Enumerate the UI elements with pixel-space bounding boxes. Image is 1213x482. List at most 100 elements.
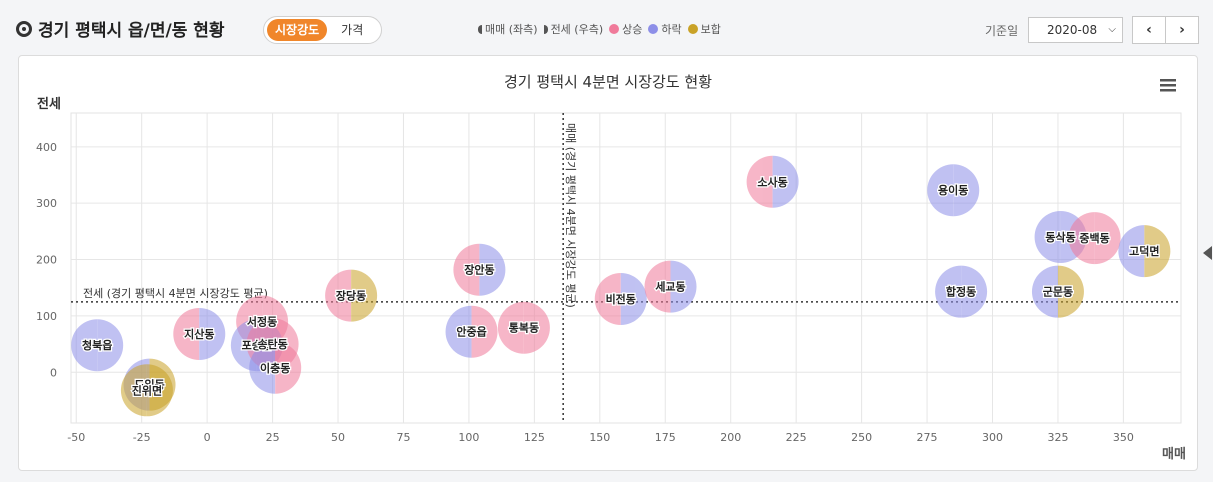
bubble-jeonse-half bbox=[351, 269, 378, 322]
bubble bbox=[497, 301, 550, 354]
y-tick-label: 0 bbox=[50, 366, 57, 379]
bubble-jeonse-half bbox=[1057, 265, 1084, 318]
bubble bbox=[594, 273, 647, 325]
x-tick-label: 175 bbox=[655, 431, 676, 444]
bubble-label: 장당동 bbox=[336, 289, 366, 303]
chart-title: 경기 평택시 4분면 시장강도 현황 bbox=[504, 73, 712, 91]
plot-frame bbox=[70, 112, 1182, 424]
x-tick-label: 300 bbox=[982, 431, 1003, 444]
bubble bbox=[249, 341, 302, 394]
scroll-left-arrow-icon[interactable] bbox=[1203, 246, 1212, 260]
bubble-sale-half bbox=[935, 265, 962, 318]
x-tick-label: 275 bbox=[917, 431, 938, 444]
next-button[interactable]: › bbox=[1165, 16, 1199, 44]
x-tick-label: 350 bbox=[1113, 431, 1134, 444]
bubble-jeonse-half bbox=[670, 260, 697, 313]
bubble bbox=[1068, 212, 1121, 265]
bubble bbox=[644, 260, 697, 313]
x-tick-label: 325 bbox=[1047, 431, 1068, 444]
bubble-sale-half bbox=[120, 364, 147, 417]
bubble-label: 지산동 bbox=[184, 327, 214, 341]
bubble-jeonse-half bbox=[479, 243, 506, 296]
bubble bbox=[325, 269, 378, 322]
bubble-label: 청북읍 bbox=[82, 338, 112, 352]
bubble-label: 포승읍 bbox=[242, 339, 272, 352]
bubble bbox=[120, 364, 173, 417]
quadrant-chart: 경기 평택시 4분면 시장강도 현황 전세 매매 -50 -25 0 25 50 75 10… bbox=[36, 73, 1186, 462]
bubble bbox=[927, 164, 980, 217]
bubble bbox=[173, 307, 226, 360]
x-tick-label: 225 bbox=[786, 431, 807, 444]
half-right-icon bbox=[543, 24, 548, 34]
bubble-sale-half bbox=[453, 243, 480, 296]
menu-icon[interactable] bbox=[1160, 79, 1176, 92]
legend-label-sale: 매매 (좌측) bbox=[485, 23, 538, 36]
bubble-label: 통복동 bbox=[509, 321, 539, 335]
x-tick-label: -25 bbox=[133, 431, 151, 444]
legend-label-rise: 상승 bbox=[622, 23, 643, 36]
bubble-label: 이충동 bbox=[260, 361, 290, 375]
y-axis-title: 전세 bbox=[37, 96, 61, 112]
x-tick-label: 200 bbox=[720, 431, 741, 444]
bubble-sale-half bbox=[173, 307, 200, 360]
x-tick-label: 75 bbox=[396, 431, 410, 444]
bubble-sale-half bbox=[1031, 265, 1058, 318]
bubble-sale-half bbox=[644, 260, 671, 313]
x-axis-title: 매매 bbox=[1162, 447, 1186, 462]
legend-label-flat: 보합 bbox=[700, 23, 721, 36]
avg-line-sale-label: 매매 (경기 평택시 4분면 시장강도 평균) bbox=[564, 123, 577, 308]
base-date-label: 기준일 bbox=[985, 24, 1019, 38]
top-bar: 경기 평택시 읍/면/동 현황 시장강도 가격 매매 (좌측) 전세 (우측) … bbox=[0, 0, 1213, 60]
page-title: 경기 평택시 읍/면/동 현황 bbox=[38, 21, 225, 41]
legend-item-flat: 보합 bbox=[687, 21, 721, 37]
base-date-value: 2020-08 bbox=[1047, 23, 1098, 37]
bubble-sale-half bbox=[71, 319, 98, 372]
x-tick-label: 100 bbox=[458, 431, 479, 444]
toggle-market-strength[interactable]: 시장강도 bbox=[267, 19, 328, 41]
bubble-jeonse-half bbox=[1144, 225, 1171, 278]
bubble-sale-half bbox=[927, 164, 954, 217]
bubble-label: 군문동 bbox=[1043, 286, 1073, 299]
bubble-jeonse-half bbox=[146, 364, 173, 417]
bubble bbox=[453, 243, 506, 296]
bubble-sale-half bbox=[497, 301, 524, 354]
legend-label-jeonse: 전세 (우측) bbox=[550, 23, 604, 36]
bubble-sale-half bbox=[1118, 225, 1145, 278]
half-left-icon bbox=[478, 24, 482, 34]
bubble-jeonse-half bbox=[953, 164, 980, 217]
chart-panel: 경기 평택시 4분면 시장강도 현황 전세 매매 -50 -25 0 25 50 75 10… bbox=[18, 55, 1198, 471]
bubble-sale-half bbox=[1034, 211, 1061, 263]
avg-line-jeonse-label: 전세 (경기 평택시 4분면 시장강도 평균) bbox=[83, 287, 268, 300]
chevron-right-icon: › bbox=[1179, 22, 1185, 38]
bubble-label: 장안동 bbox=[464, 263, 494, 277]
bubble-jeonse-half bbox=[275, 341, 302, 394]
bubble-label: 동삭동 bbox=[1045, 230, 1075, 244]
y-tick-label: 300 bbox=[36, 197, 57, 210]
prev-button[interactable]: ‹ bbox=[1132, 16, 1166, 44]
bubble-jeonse-half bbox=[961, 265, 988, 318]
bubble-sale-half bbox=[1068, 212, 1095, 265]
view-toggle: 시장강도 가격 bbox=[263, 16, 382, 44]
bubble-label: 서정동 bbox=[247, 315, 277, 329]
bubble bbox=[71, 319, 124, 372]
bubble-label: 소사동 bbox=[757, 175, 787, 189]
bubble-jeonse-half bbox=[523, 301, 550, 354]
x-tick-label: 50 bbox=[331, 431, 345, 444]
bubble-jeonse-half bbox=[199, 307, 226, 360]
bubble-label: 용이동 bbox=[938, 183, 968, 197]
bubble-sale-half bbox=[325, 269, 352, 322]
bubble-sale-half bbox=[249, 341, 276, 394]
fall-dot-icon bbox=[648, 24, 659, 34]
bubble-jeonse-half bbox=[471, 305, 498, 358]
legend-label-fall: 하락 bbox=[661, 23, 682, 36]
legend-item-jeonse: 전세 (우측) bbox=[543, 21, 604, 37]
bubble-label: 송탄동 bbox=[257, 337, 287, 351]
x-tick-label: -50 bbox=[67, 431, 85, 444]
y-tick-label: 100 bbox=[36, 310, 57, 323]
bubble bbox=[1118, 225, 1171, 278]
toggle-price[interactable]: 가격 bbox=[341, 23, 364, 37]
bubble bbox=[445, 305, 498, 358]
base-date-select[interactable]: 2020-08 ⌵ bbox=[1028, 17, 1123, 43]
bubble-label: 안중읍 bbox=[456, 325, 486, 339]
chevron-left-icon: ‹ bbox=[1146, 22, 1152, 38]
